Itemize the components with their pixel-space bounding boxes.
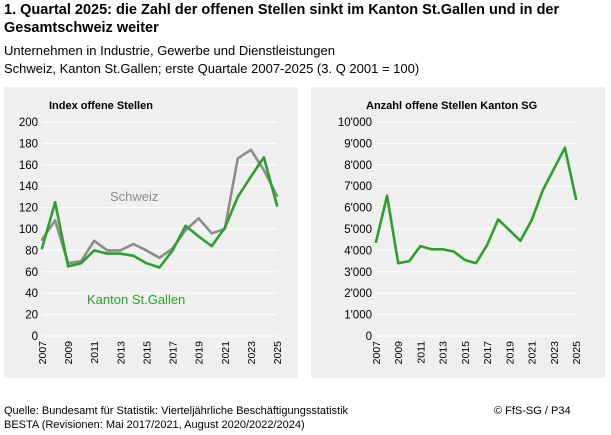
- index-x-tick-label: 2015: [141, 341, 153, 365]
- index-x-tick-label: 2023: [246, 341, 258, 365]
- index-y-tick-label: 120: [19, 203, 38, 215]
- count-x-tick-label: 2019: [504, 341, 516, 365]
- index-chart-title: Index offene Stellen: [49, 100, 153, 112]
- index-y-tick-label: 0: [32, 331, 38, 343]
- index-line-schweiz: [40, 148, 279, 265]
- index-y-tick-label: 140: [19, 181, 38, 193]
- chart-title: 1. Quartal 2025: die Zahl der offenen St…: [4, 2, 560, 36]
- index-x-tick-label: 2017: [168, 341, 180, 365]
- credit-note: © FfS-SG / P34: [494, 404, 571, 418]
- index-label-schweiz: Schweiz: [110, 189, 158, 204]
- count-x-tick-label: 2023: [549, 341, 561, 365]
- index-y-tick-label: 60: [25, 267, 38, 279]
- count-y-tick-label: 0: [366, 331, 372, 343]
- count-x-tick-label: 2015: [460, 341, 472, 365]
- index-label-kanton-st-gallen: Kanton St.Gallen: [87, 292, 185, 307]
- count-chart-title: Anzahl offene Stellen Kanton SG: [366, 100, 537, 112]
- count-x-tick-label: 2017: [482, 341, 494, 365]
- count-line-series: [374, 146, 578, 265]
- count-x-tick-label: 2013: [438, 341, 450, 365]
- credit-text: © FfS-SG / P34: [494, 405, 571, 417]
- chart-subtitle-1: Unternehmen in Industrie, Gewerbe und Di…: [4, 43, 335, 58]
- count-x-tick-label: 2021: [527, 341, 539, 365]
- count-panel: Anzahl offene Stellen Kanton SG 0 1'000 2'0…: [311, 87, 605, 378]
- index-y-tick-label: 20: [25, 310, 38, 322]
- count-y-tick-label: 3'000: [344, 267, 372, 279]
- count-y-tick-label: 2'000: [344, 288, 372, 300]
- index-y-tick-label: 200: [19, 117, 38, 129]
- index-x-tick-label: 2007: [37, 341, 49, 365]
- index-chart: Index offene Stellen 0 20 40 60 80 100 120 140 16…: [19, 100, 284, 365]
- count-x-tick-label: 2007: [371, 341, 383, 365]
- index-y-tick-label: 160: [19, 160, 38, 172]
- source-note: Quelle: Bundesamt für Statistik: Viertel…: [4, 404, 348, 432]
- count-x-tick-label: 2009: [393, 341, 405, 365]
- count-y-tick-label: 7'000: [344, 181, 372, 193]
- index-x-tick-label: 2021: [220, 341, 232, 365]
- index-y-tick-label: 180: [19, 138, 38, 150]
- count-x-tick-label: 2011: [415, 341, 427, 364]
- index-x-tick-label: 2019: [194, 341, 206, 365]
- index-line-kanton-st-gallen: [40, 156, 279, 269]
- count-y-tick-label: 4'000: [344, 245, 372, 257]
- source-line-1: Quelle: Bundesamt für Statistik: Viertel…: [4, 405, 349, 417]
- index-x-tick-label: 2013: [115, 341, 127, 365]
- index-y-tick-label: 80: [25, 245, 38, 257]
- index-x-tick-label: 2011: [89, 341, 101, 364]
- index-panel: Index offene Stellen 0 20 40 60 80 100 120 140 16…: [4, 87, 298, 378]
- count-y-tick-label: 1'000: [344, 310, 372, 322]
- count-y-tick-label: 10'000: [338, 117, 372, 129]
- count-y-tick-label: 6'000: [344, 203, 372, 215]
- count-y-tick-label: 5'000: [344, 224, 372, 236]
- count-y-tick-label: 9'000: [344, 138, 372, 150]
- count-y-tick-label: 8'000: [344, 160, 372, 172]
- index-x-tick-label: 2025: [272, 341, 284, 365]
- count-chart: Anzahl offene Stellen Kanton SG 0 1'000 2'0…: [338, 100, 583, 365]
- chart-subtitle-2: Schweiz, Kanton St.Gallen; erste Quartal…: [4, 61, 420, 76]
- source-line-2: BESTA (Revisionen: Mai 2017/2021, August…: [4, 419, 305, 431]
- index-x-tick-label: 2009: [63, 341, 75, 365]
- index-y-tick-label: 100: [19, 224, 38, 236]
- count-x-tick-label: 2025: [571, 341, 583, 365]
- index-y-tick-label: 40: [25, 288, 38, 300]
